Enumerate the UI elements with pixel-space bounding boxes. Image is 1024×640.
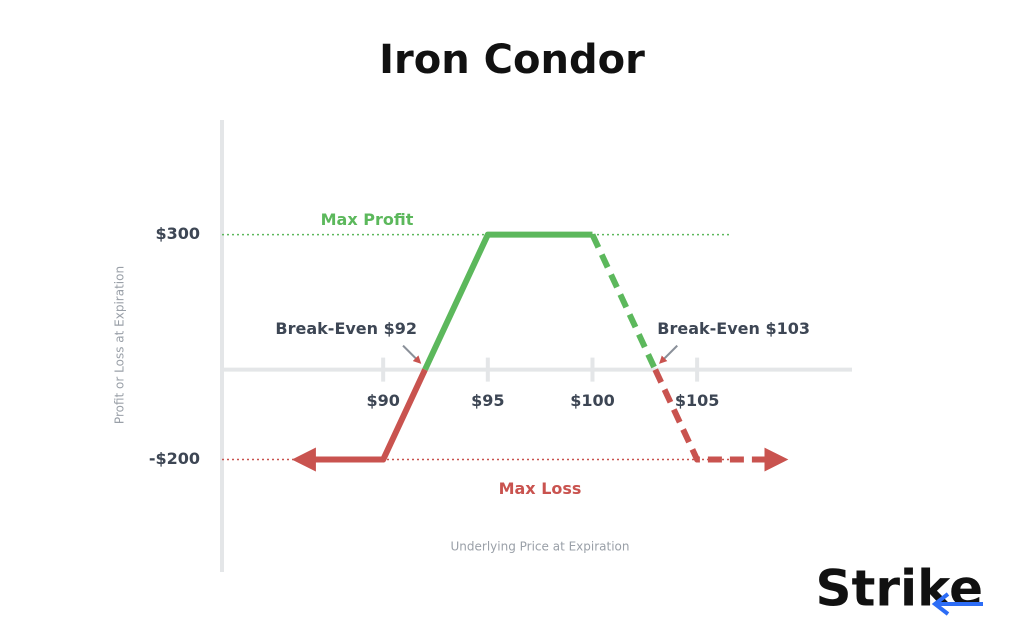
- payoff-line: [652, 368, 789, 472]
- logo-arrow: [931, 592, 983, 616]
- payoff-line: [291, 368, 428, 472]
- y-tick-label: $300: [155, 224, 200, 243]
- payoff-line: [589, 233, 658, 371]
- x-tick-label: $90: [366, 391, 399, 410]
- x-tick-label: $100: [570, 391, 615, 410]
- x-tick-label: $105: [675, 391, 720, 410]
- y-tick-label: -$200: [149, 449, 200, 468]
- payoff-line: [422, 231, 593, 371]
- annotation: Break-Even $92: [275, 319, 417, 338]
- y-axis-label: Profit or Loss at Expiration: [113, 266, 127, 424]
- annotation-arrow: [402, 344, 422, 364]
- logo: Strike: [815, 560, 983, 618]
- annotation: Break-Even $103: [657, 319, 810, 338]
- chart-title: Iron Condor: [379, 37, 645, 83]
- x-tick-label: $95: [471, 391, 504, 410]
- annotation: Max Profit: [321, 210, 414, 229]
- x-axis-label: Underlying Price at Expiration: [451, 540, 630, 554]
- annotation: Max Loss: [499, 479, 582, 498]
- annotation-arrow: [659, 344, 678, 364]
